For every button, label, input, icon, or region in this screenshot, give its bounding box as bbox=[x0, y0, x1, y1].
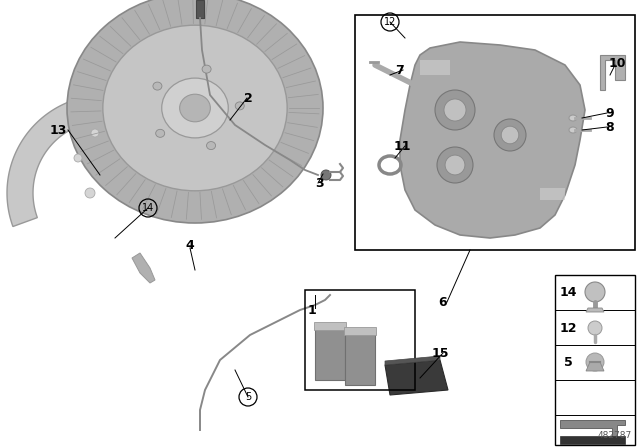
Circle shape bbox=[586, 353, 604, 371]
Bar bbox=[540, 188, 565, 200]
Polygon shape bbox=[345, 330, 375, 385]
Ellipse shape bbox=[103, 25, 287, 191]
Text: 1: 1 bbox=[308, 303, 316, 316]
Polygon shape bbox=[132, 253, 155, 283]
Ellipse shape bbox=[153, 82, 162, 90]
Text: 14: 14 bbox=[142, 203, 154, 213]
Circle shape bbox=[494, 119, 526, 151]
Text: 15: 15 bbox=[431, 346, 449, 359]
Circle shape bbox=[501, 126, 519, 144]
Text: 14: 14 bbox=[559, 285, 577, 298]
Text: 10: 10 bbox=[608, 56, 626, 69]
Ellipse shape bbox=[180, 94, 211, 122]
Polygon shape bbox=[586, 362, 604, 371]
Ellipse shape bbox=[236, 102, 244, 110]
Text: 7: 7 bbox=[396, 64, 404, 77]
Bar bbox=[344, 327, 376, 335]
Ellipse shape bbox=[569, 127, 577, 133]
Polygon shape bbox=[560, 420, 625, 438]
Text: 9: 9 bbox=[605, 107, 614, 120]
Polygon shape bbox=[7, 95, 138, 227]
Circle shape bbox=[445, 155, 465, 175]
Ellipse shape bbox=[202, 65, 211, 73]
Polygon shape bbox=[315, 325, 345, 380]
Polygon shape bbox=[385, 360, 448, 395]
Text: 12: 12 bbox=[559, 322, 577, 335]
Bar bbox=[420, 60, 450, 75]
Text: 3: 3 bbox=[316, 177, 324, 190]
Circle shape bbox=[321, 170, 331, 180]
Circle shape bbox=[437, 147, 473, 183]
Polygon shape bbox=[586, 308, 604, 312]
Bar bbox=[555, 275, 635, 445]
Bar bbox=[196, 0, 204, 18]
Ellipse shape bbox=[162, 78, 228, 138]
Text: 13: 13 bbox=[49, 124, 67, 137]
Text: 11: 11 bbox=[393, 139, 411, 152]
Circle shape bbox=[91, 129, 99, 137]
Ellipse shape bbox=[156, 129, 164, 138]
Text: 482787: 482787 bbox=[598, 431, 632, 440]
Ellipse shape bbox=[67, 0, 323, 223]
Text: 5: 5 bbox=[245, 392, 251, 402]
Text: 5: 5 bbox=[564, 356, 572, 369]
Circle shape bbox=[588, 321, 602, 335]
Circle shape bbox=[85, 188, 95, 198]
Ellipse shape bbox=[569, 115, 577, 121]
Bar bbox=[355, 15, 635, 250]
Text: 2: 2 bbox=[244, 91, 252, 104]
Text: 6: 6 bbox=[438, 296, 447, 309]
Polygon shape bbox=[600, 55, 625, 90]
Text: 8: 8 bbox=[605, 121, 614, 134]
Polygon shape bbox=[385, 356, 440, 365]
Bar bbox=[305, 290, 415, 390]
Bar bbox=[314, 322, 346, 330]
Polygon shape bbox=[400, 42, 585, 238]
Ellipse shape bbox=[207, 142, 216, 150]
Bar bbox=[560, 436, 625, 444]
Text: 12: 12 bbox=[384, 17, 396, 27]
Circle shape bbox=[585, 282, 605, 302]
Text: 4: 4 bbox=[186, 238, 195, 251]
Circle shape bbox=[74, 154, 82, 162]
Circle shape bbox=[435, 90, 475, 130]
Circle shape bbox=[444, 99, 466, 121]
Bar bbox=[197, 2, 204, 18]
